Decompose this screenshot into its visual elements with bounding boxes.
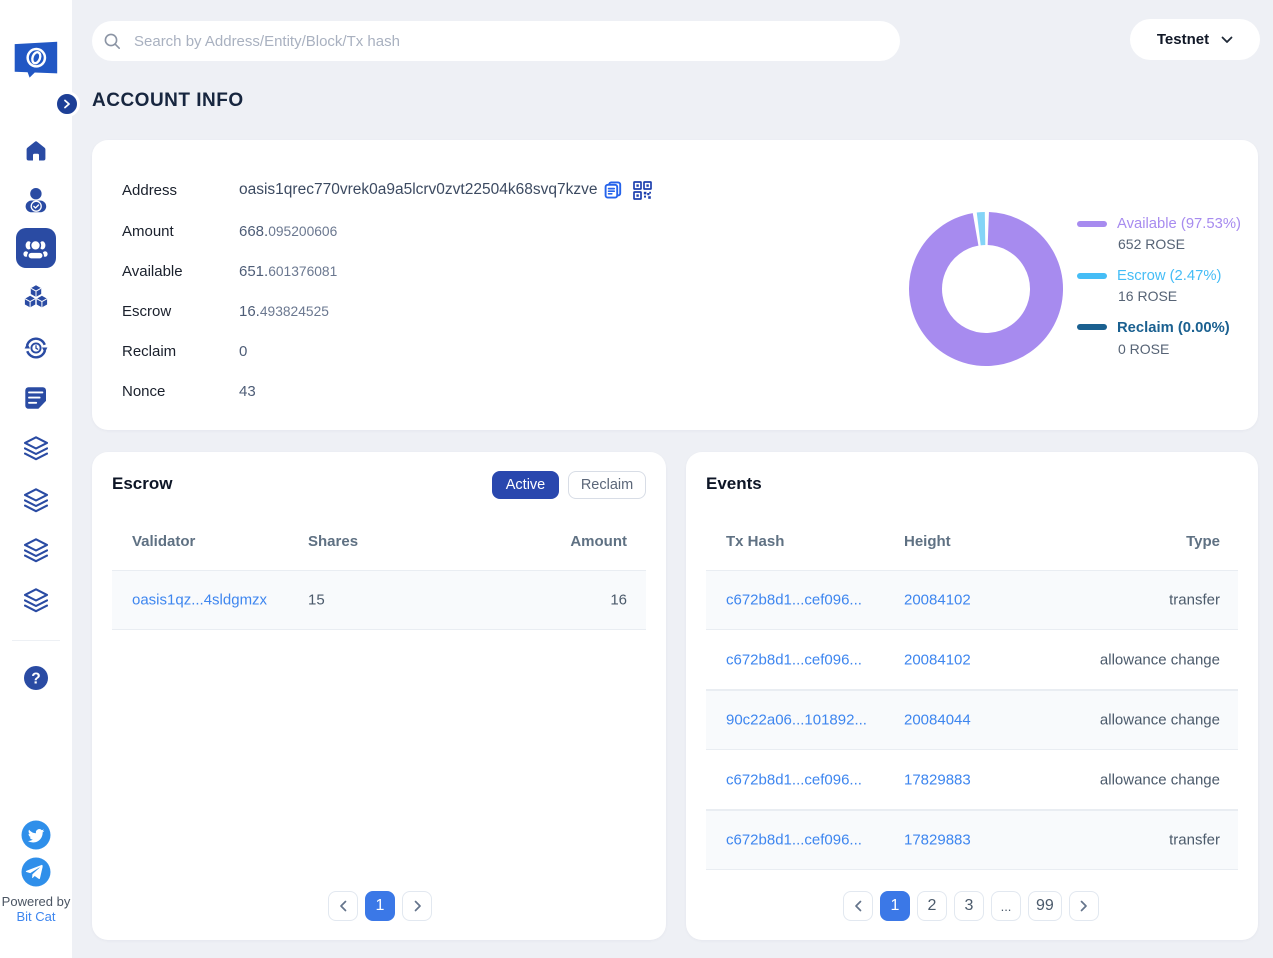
- svg-text:?: ?: [31, 671, 40, 688]
